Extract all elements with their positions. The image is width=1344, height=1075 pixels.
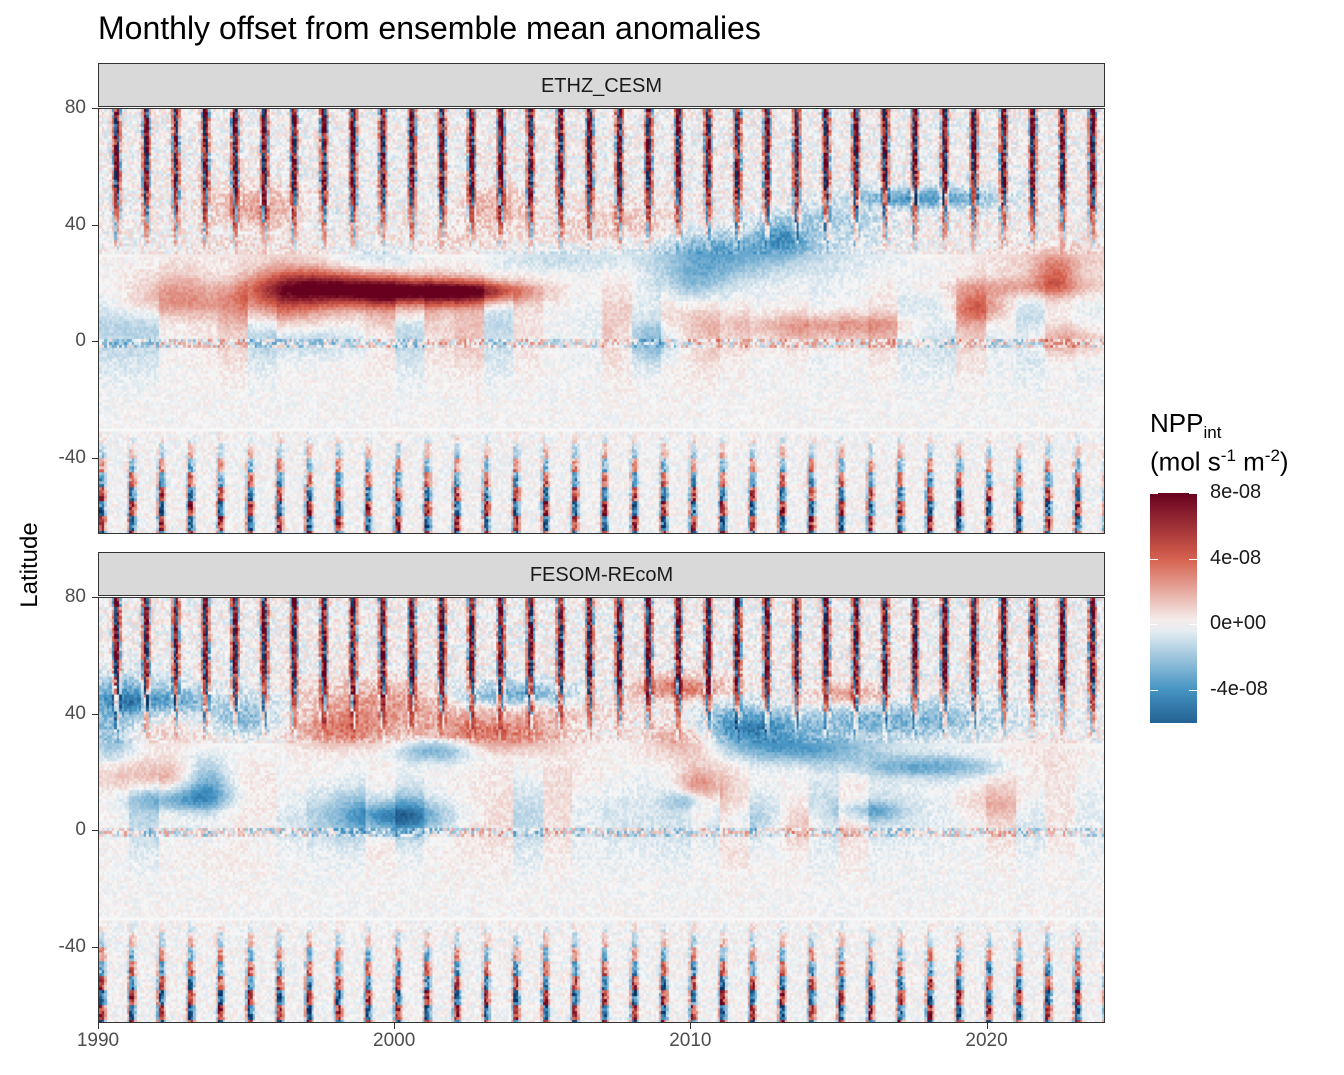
legend-tick-mark: [1150, 624, 1158, 626]
y-tick-label: -40: [58, 936, 86, 958]
legend-units-mid: m: [1235, 446, 1265, 477]
legend-colorbar: [1150, 493, 1197, 723]
y-tick-label: 40: [64, 213, 86, 235]
y-tick-label: 80: [64, 97, 86, 118]
x-tick-label: 1990: [76, 1030, 120, 1051]
x-tick-mark: [690, 1023, 692, 1029]
legend-units-prefix: (mol s: [1150, 446, 1221, 477]
legend-tick-label: -4e-08: [1210, 678, 1268, 701]
legend-title: NPPint: [1150, 408, 1221, 443]
legend-units-exp2: -2: [1264, 446, 1280, 465]
heatmap-panel-2: [98, 597, 1105, 1023]
legend-title-sub: int: [1203, 423, 1222, 443]
legend-tick-label: 4e-08: [1210, 546, 1262, 569]
x-tick-mark: [394, 1023, 396, 1029]
legend-tick-label: 8e-08: [1210, 481, 1262, 503]
x-tick-label: 2000: [373, 1030, 416, 1051]
legend-tick-mark: [1150, 558, 1158, 560]
y-tick-mark: [92, 830, 98, 832]
y-tick-mark: [92, 341, 98, 343]
legend-units-suffix: ): [1279, 446, 1289, 477]
y-tick-mark: [92, 108, 98, 109]
y-tick-mark: [92, 458, 98, 460]
x-tick-mark: [98, 1023, 99, 1029]
heatmap-panel-1: [98, 108, 1105, 534]
y-tick-label: 0: [75, 330, 86, 352]
legend-units: (mol s-1 m-2): [1150, 446, 1289, 478]
y-tick-label: 40: [64, 702, 86, 724]
y-tick-mark: [92, 713, 98, 715]
y-tick-label: 80: [64, 586, 86, 607]
x-tick-label: 2010: [669, 1030, 712, 1051]
y-axis-label: Latitude: [16, 522, 43, 608]
heatmap-canvas-2: [99, 598, 1104, 1022]
legend-tick-mark: [1189, 493, 1197, 494]
legend-title-main: NPP: [1150, 408, 1204, 438]
y-tick-mark: [92, 947, 98, 949]
legend-tick-label: 0e+00: [1210, 612, 1267, 635]
y-tick-mark: [92, 597, 98, 598]
legend-tick-mark: [1150, 690, 1158, 692]
chart-title: Monthly offset from ensemble mean anomal…: [98, 10, 761, 46]
x-tick-label: 2020: [965, 1030, 1008, 1051]
legend-tick-mark: [1150, 493, 1158, 494]
facet-strip-1: ETHZ_CESM: [98, 63, 1105, 107]
facet-strip-2: FESOM-REcoM: [98, 552, 1105, 596]
legend-tick-mark: [1189, 624, 1197, 626]
legend-tick-mark: [1189, 690, 1197, 692]
y-tick-label: 0: [75, 819, 86, 841]
heatmap-canvas-1: [99, 109, 1104, 533]
y-tick-label: -40: [58, 447, 86, 469]
legend-units-exp1: -1: [1220, 446, 1236, 465]
x-tick-mark: [986, 1023, 988, 1029]
y-tick-mark: [92, 224, 98, 226]
legend-tick-mark: [1189, 558, 1197, 560]
